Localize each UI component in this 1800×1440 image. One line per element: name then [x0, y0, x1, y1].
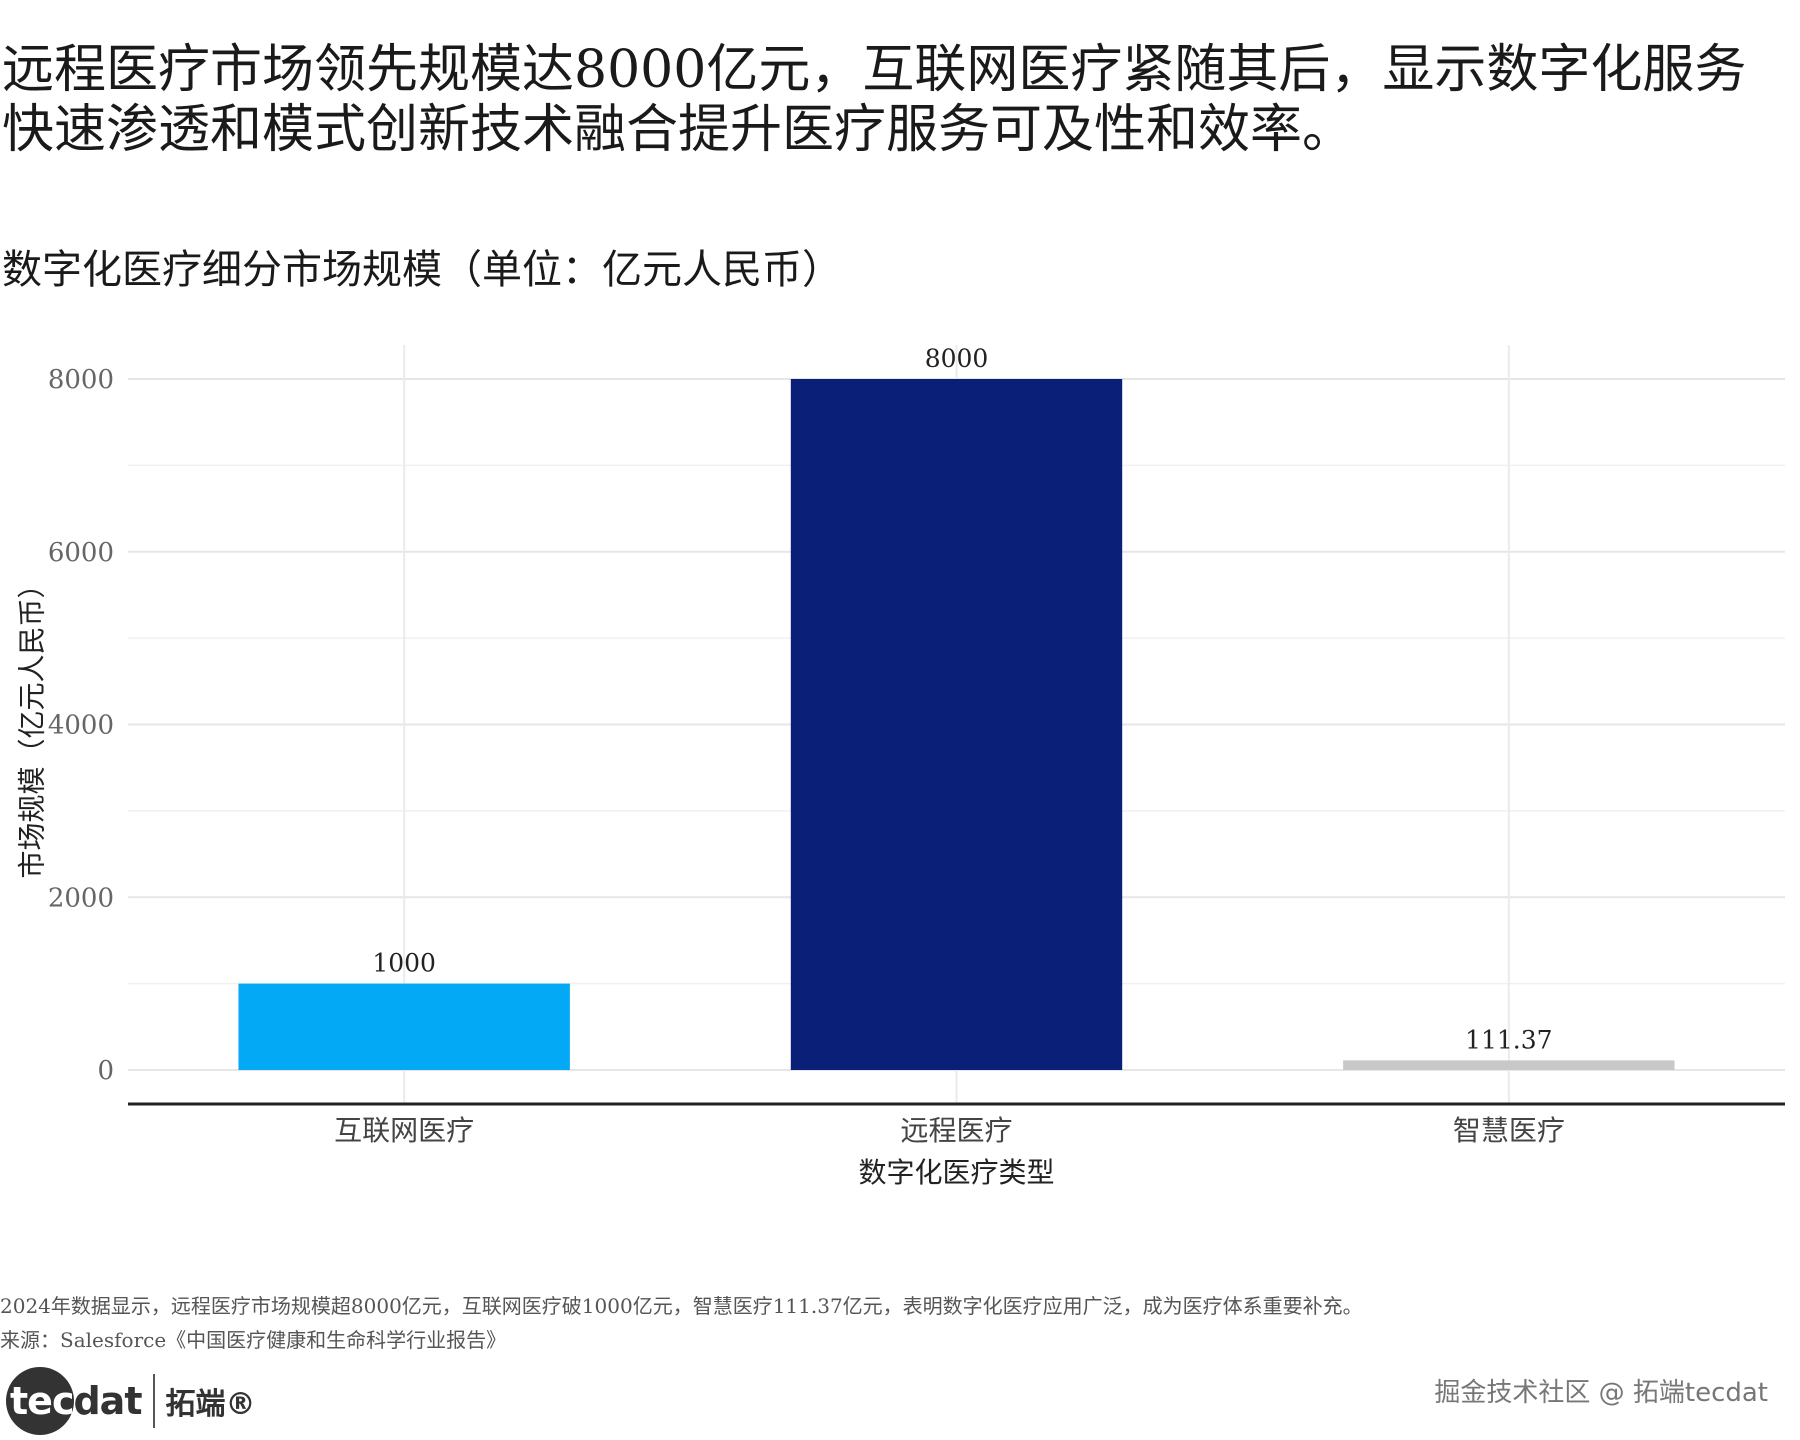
tecdat-logo: tecdat 拓端® — [4, 1364, 255, 1438]
logo-chinese: 拓端® — [165, 1387, 256, 1422]
bar — [790, 379, 1123, 1070]
bars-layer — [238, 379, 1675, 1070]
bar-value-label: 111.37 — [1465, 1025, 1552, 1054]
labels-layer: 0 2000 4000 6000 8000 1000 互联网医疗 8000 远程医疗 111.37… — [48, 344, 1565, 1147]
bar-value-label: 8000 — [925, 344, 989, 373]
source-note: 来源：Salesforce《中国医疗健康和生命科学行业报告》 — [0, 1328, 507, 1352]
watermark: 掘金技术社区 @ 拓端tecdat — [1434, 1378, 1768, 1408]
y-axis-title: 市场规模（亿元人民币） — [16, 570, 49, 878]
headline-line-1: 远程医疗市场领先规模达8000亿元，互联网医疗紧随其后，显示数字化服务 — [2, 40, 1747, 100]
headline: 远程医疗市场领先规模达8000亿元，互联网医疗紧随其后，显示数字化服务 快速渗透… — [2, 40, 1798, 160]
logo-wordmark-dat: dat — [73, 1379, 142, 1423]
bar-value-label: 1000 — [372, 949, 436, 978]
x-tick-label: 远程医疗 — [900, 1114, 1012, 1147]
logo-wordmark-tec: tec — [10, 1379, 74, 1423]
logo-wordmark: tecdat — [4, 1379, 142, 1423]
footnote: 2024年数据显示，远程医疗市场规模超8000亿元，互联网医疗破1000亿元，智… — [0, 1294, 1363, 1318]
x-tick-label: 互联网医疗 — [334, 1114, 474, 1147]
headline-line-2: 快速渗透和模式创新技术融合提升医疗服务可及性和效率。 — [2, 100, 1355, 160]
bar — [238, 983, 570, 1070]
y-tick-label: 0 — [97, 1056, 114, 1086]
x-axis-title: 数字化医疗类型 — [858, 1156, 1054, 1189]
logo-circle — [6, 1367, 74, 1435]
y-tick-label: 4000 — [48, 711, 114, 741]
x-tick-label: 智慧医疗 — [1453, 1114, 1565, 1147]
y-tick-label: 2000 — [48, 883, 114, 913]
bar-chart: 0 2000 4000 6000 8000 1000 互联网医疗 8000 远程医疗 111.37… — [16, 344, 1785, 1189]
y-tick-label: 8000 — [48, 365, 114, 395]
logo-divider — [153, 1374, 156, 1428]
bar — [1343, 1060, 1675, 1070]
chart-title: 数字化医疗细分市场规模（单位：亿元人民币） — [2, 247, 842, 293]
y-tick-label: 6000 — [48, 538, 114, 568]
